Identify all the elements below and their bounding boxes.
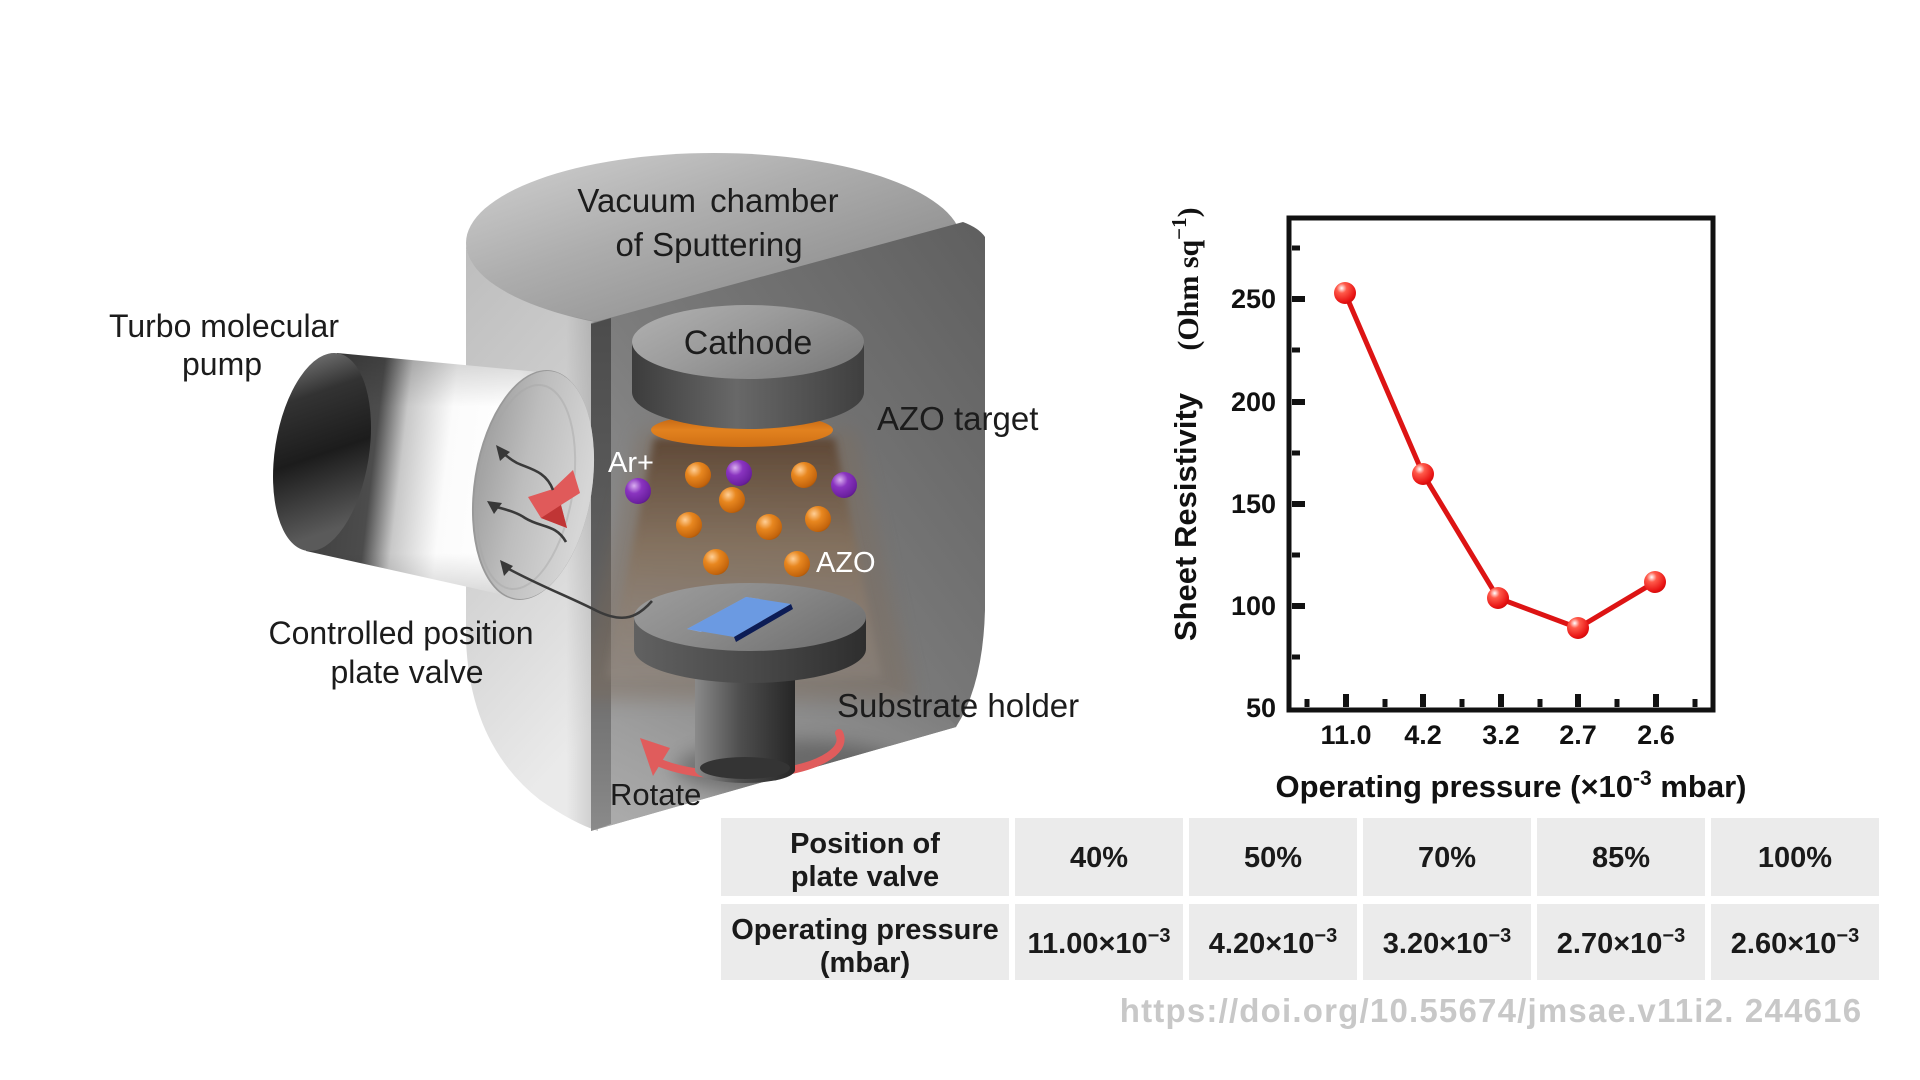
svg-text:Rotate: Rotate (610, 777, 701, 812)
svg-text:50: 50 (1246, 693, 1276, 723)
svg-text:AZO target: AZO target (877, 400, 1038, 437)
svg-text:plate valve: plate valve (331, 654, 484, 690)
svg-text:(Ohm sq−1): (Ohm sq−1) (1167, 207, 1205, 350)
svg-text:https://doi.org/10.55674/jmsae: https://doi.org/10.55674/jmsae.v11i2. 24… (1120, 992, 1863, 1029)
svg-text:11.0: 11.0 (1320, 720, 1371, 750)
svg-text:Ar+: Ar+ (608, 447, 654, 479)
svg-text:(mbar): (mbar) (820, 947, 910, 979)
svg-text:50%: 50% (1244, 842, 1302, 874)
svg-text:Operating pressure (×10-3 mbar: Operating pressure (×10-3 mbar) (1276, 767, 1747, 804)
svg-text:plate valve: plate valve (791, 861, 939, 893)
svg-text:of Sputtering: of Sputtering (615, 226, 802, 263)
svg-text:Position of: Position of (790, 828, 940, 860)
svg-text:40%: 40% (1070, 842, 1128, 874)
svg-text:Sheet Resistivity: Sheet Resistivity (1168, 392, 1203, 641)
svg-text:Controlled position: Controlled position (268, 615, 533, 651)
svg-text:100%: 100% (1758, 842, 1832, 874)
svg-text:Substrate holder: Substrate holder (837, 687, 1079, 724)
svg-text:Vacuum chamber: Vacuum chamber (577, 182, 838, 219)
svg-text:2.6: 2.6 (1637, 720, 1675, 750)
svg-text:100: 100 (1231, 591, 1276, 621)
svg-text:200: 200 (1231, 387, 1276, 417)
svg-text:4.2: 4.2 (1404, 720, 1442, 750)
svg-text:70%: 70% (1418, 842, 1476, 874)
svg-text:Turbo molecular: Turbo molecular (109, 308, 339, 344)
svg-text:Cathode: Cathode (684, 324, 813, 362)
svg-text:AZO: AZO (816, 547, 876, 579)
svg-text:3.2: 3.2 (1482, 720, 1520, 750)
svg-text:85%: 85% (1592, 842, 1650, 874)
svg-text:150: 150 (1231, 489, 1276, 519)
svg-text:Operating pressure: Operating pressure (731, 914, 999, 946)
svg-text:2.7: 2.7 (1559, 720, 1597, 750)
svg-text:11.00×10−3: 11.00×10−3 (1028, 925, 1171, 960)
svg-text:250: 250 (1231, 284, 1276, 314)
svg-text:pump: pump (182, 346, 262, 382)
